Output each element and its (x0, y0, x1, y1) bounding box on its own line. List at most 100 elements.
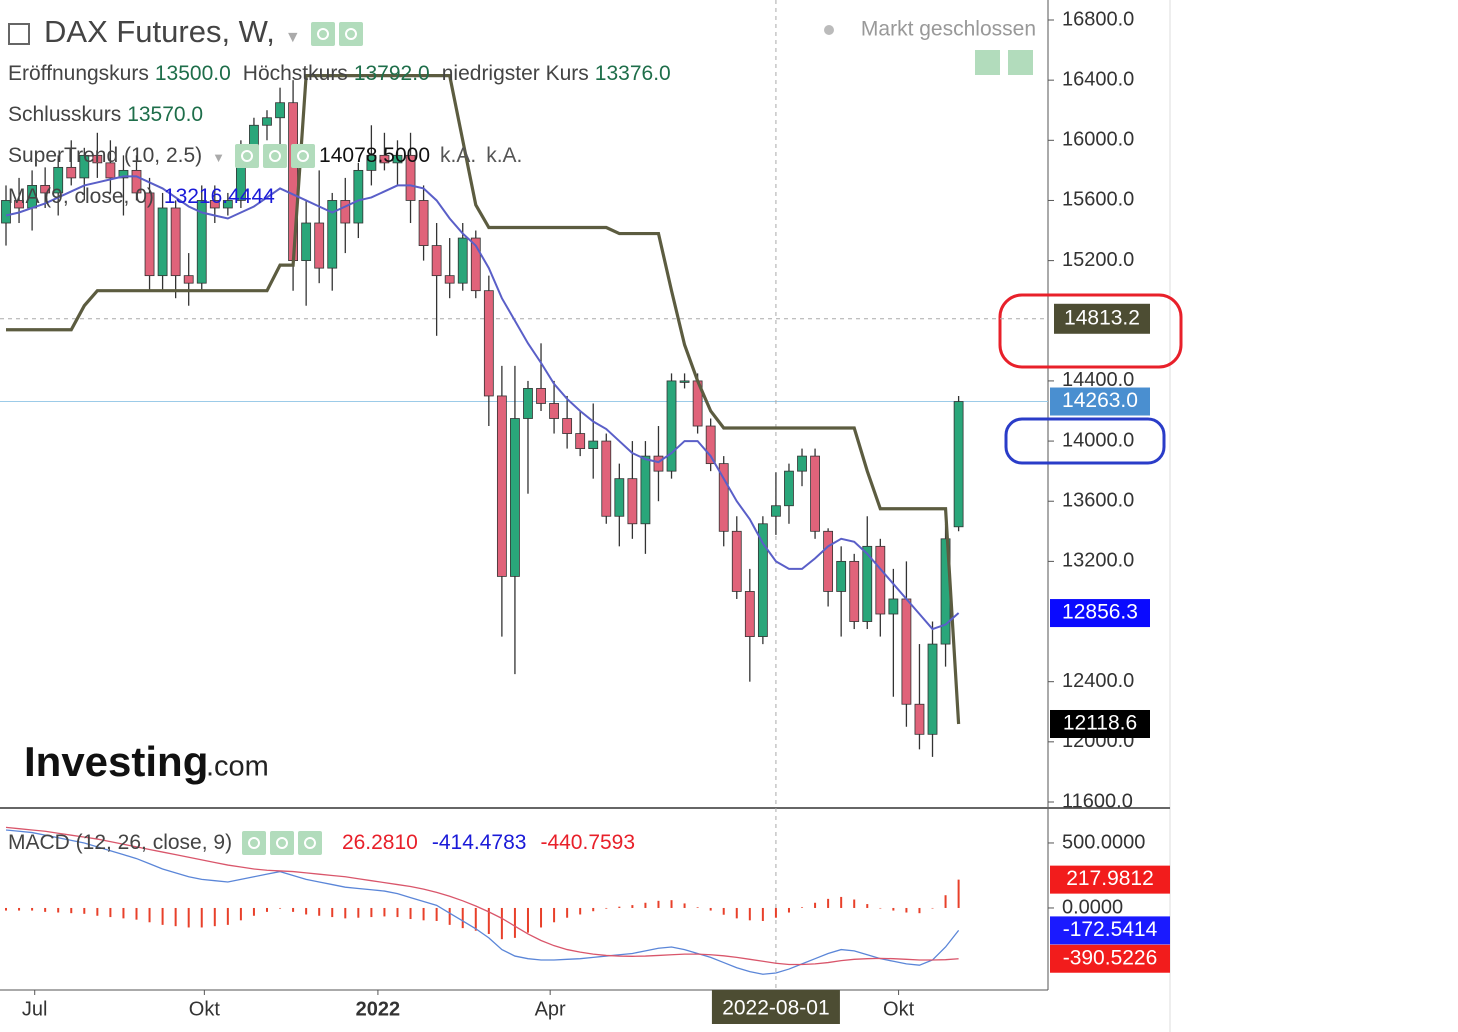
candle-body (757, 523, 768, 637)
candle-body (14, 200, 24, 209)
histogram-bar (265, 907, 268, 912)
histogram-bar (500, 907, 503, 940)
histogram-bar (722, 907, 725, 915)
price-tag: 12118.6 (1063, 712, 1137, 735)
histogram-bar (435, 907, 438, 921)
candle-body (771, 505, 781, 517)
histogram-bar (252, 907, 255, 916)
icon-button[interactable] (338, 21, 363, 46)
indicator-value: 14078.5000 (319, 144, 430, 167)
candle-body (183, 275, 194, 284)
legend-label: niedrigster Kurs (441, 62, 589, 85)
candle-body (875, 545, 886, 615)
crosshair-tag-box (1054, 303, 1150, 334)
dropdown-icon[interactable]: ▼ (212, 150, 226, 165)
legend-row: Schlusskurs 13570.0 (8, 101, 215, 129)
histogram-bar (709, 907, 712, 911)
y-tick-label: 15600.0 (1062, 189, 1134, 211)
histogram-bar (892, 907, 895, 911)
candle-body (496, 395, 507, 577)
x-tick-label: Okt (189, 998, 221, 1020)
histogram-bar (487, 907, 490, 934)
watermark-suffix: .com (206, 751, 269, 783)
icon-button[interactable] (242, 831, 267, 856)
candle-body (523, 388, 533, 419)
status-dot (824, 25, 834, 35)
histogram-bar (526, 907, 529, 933)
candle-body (562, 418, 573, 434)
legend-value: 13792.0 (353, 62, 430, 85)
candle-body (549, 403, 559, 419)
candle-body (797, 455, 807, 472)
histogram-bar (187, 907, 190, 928)
x-tick-label: 2022 (356, 998, 401, 1020)
histogram-bar (774, 907, 777, 918)
icon-button[interactable] (263, 144, 288, 169)
candle-body (718, 463, 729, 532)
candle-body (457, 237, 468, 284)
y-tick-label: 0.0000 (1062, 896, 1123, 918)
price-tag: -390.5226 (1063, 946, 1158, 969)
macd-line (5, 826, 959, 966)
icon-button[interactable] (310, 21, 335, 46)
candle-body (888, 598, 899, 615)
icon-button[interactable] (235, 144, 260, 169)
histogram-bar (735, 907, 738, 919)
x-tick-label: Jul (22, 998, 48, 1020)
histogram-bar (174, 907, 177, 927)
indicator-value: k.A. (440, 144, 477, 167)
dropdown-icon[interactable]: ▼ (284, 29, 301, 46)
candle-body (510, 418, 520, 577)
candle-body (418, 200, 429, 246)
histogram-bar (696, 907, 699, 908)
price-tag-box (1050, 916, 1170, 945)
candle-body (196, 200, 207, 284)
candle-body (640, 455, 651, 525)
collapse-icon[interactable] (8, 22, 30, 45)
histogram-bar (918, 907, 921, 914)
legend-row: MA (9, close, 0) 13216.4444 (8, 183, 285, 211)
icon-button[interactable] (270, 831, 295, 856)
histogram-bar (905, 907, 908, 913)
histogram-bar (879, 907, 882, 909)
histogram-bar (83, 907, 86, 914)
candle-body (862, 545, 873, 622)
histogram-bar (840, 896, 843, 908)
price-tag-box (1050, 709, 1150, 738)
y-tick-label: 16000.0 (1062, 129, 1134, 151)
histogram-bar (957, 879, 960, 908)
scroll-button[interactable] (975, 50, 1000, 75)
legend-label: Schlusskurs (8, 103, 122, 126)
candle-body (601, 440, 612, 517)
histogram-bar (161, 907, 164, 925)
histogram-bar (579, 907, 582, 915)
histogram-bar (670, 900, 673, 908)
watermark-brand: Investing (24, 738, 208, 785)
histogram-bar (213, 907, 216, 927)
icon-button[interactable] (298, 831, 323, 856)
histogram-bar (553, 907, 556, 923)
candle-body (666, 380, 677, 472)
candle-body (392, 154, 403, 164)
histogram-bar (292, 907, 295, 912)
candle-body (275, 102, 285, 119)
histogram-bar (787, 907, 790, 913)
candle-body (53, 166, 64, 194)
candle-body (340, 200, 351, 224)
histogram-bar (474, 907, 477, 931)
histogram-bar (801, 907, 804, 908)
candle-body (222, 200, 233, 209)
histogram-bar (370, 907, 373, 918)
crosshair-price-tag: 14813.2 (1064, 306, 1140, 329)
candle-body (653, 455, 664, 472)
icon-button[interactable] (291, 144, 316, 169)
candle-body (118, 169, 129, 179)
candle-body (314, 222, 325, 269)
scroll-button[interactable] (1008, 50, 1033, 75)
histogram-bar (853, 899, 856, 908)
candle-body (731, 530, 742, 592)
highlight-ellipse (1004, 417, 1166, 465)
y-tick-label: 12400.0 (1062, 670, 1134, 692)
